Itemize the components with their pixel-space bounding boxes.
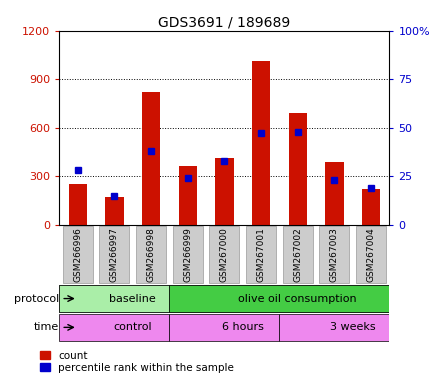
Bar [179, 166, 197, 225]
Text: GSM266997: GSM266997 [110, 227, 119, 282]
Text: GSM267001: GSM267001 [257, 227, 266, 282]
FancyBboxPatch shape [63, 226, 93, 283]
FancyBboxPatch shape [172, 226, 203, 283]
FancyBboxPatch shape [209, 226, 239, 283]
Title: GDS3691 / 189689: GDS3691 / 189689 [158, 16, 290, 30]
Text: time: time [34, 322, 59, 333]
Text: GSM266996: GSM266996 [73, 227, 82, 282]
FancyBboxPatch shape [59, 285, 169, 313]
Bar [362, 189, 380, 225]
Bar [69, 184, 87, 225]
FancyBboxPatch shape [169, 313, 279, 341]
Bar [142, 92, 160, 225]
Text: GSM266998: GSM266998 [147, 227, 156, 282]
Text: control: control [114, 322, 152, 333]
Text: 3 weeks: 3 weeks [330, 322, 376, 333]
Text: protocol: protocol [14, 293, 59, 304]
FancyBboxPatch shape [169, 285, 389, 313]
FancyBboxPatch shape [136, 226, 166, 283]
Legend: count, percentile rank within the sample: count, percentile rank within the sample [40, 351, 234, 373]
Bar [252, 61, 270, 225]
Text: 6 hours: 6 hours [222, 322, 264, 333]
FancyBboxPatch shape [279, 313, 389, 341]
Bar [105, 197, 124, 225]
Bar [215, 157, 234, 225]
Text: GSM267000: GSM267000 [220, 227, 229, 282]
FancyBboxPatch shape [99, 226, 129, 283]
FancyBboxPatch shape [282, 226, 313, 283]
Bar [325, 162, 344, 225]
FancyBboxPatch shape [356, 226, 386, 283]
Bar [289, 113, 307, 225]
FancyBboxPatch shape [319, 226, 349, 283]
FancyBboxPatch shape [246, 226, 276, 283]
FancyBboxPatch shape [59, 313, 169, 341]
Text: GSM267004: GSM267004 [367, 227, 376, 282]
Text: GSM267003: GSM267003 [330, 227, 339, 282]
Text: baseline: baseline [110, 293, 156, 304]
Text: GSM266999: GSM266999 [183, 227, 192, 282]
Text: olive oil consumption: olive oil consumption [238, 293, 357, 304]
Text: GSM267002: GSM267002 [293, 227, 302, 282]
